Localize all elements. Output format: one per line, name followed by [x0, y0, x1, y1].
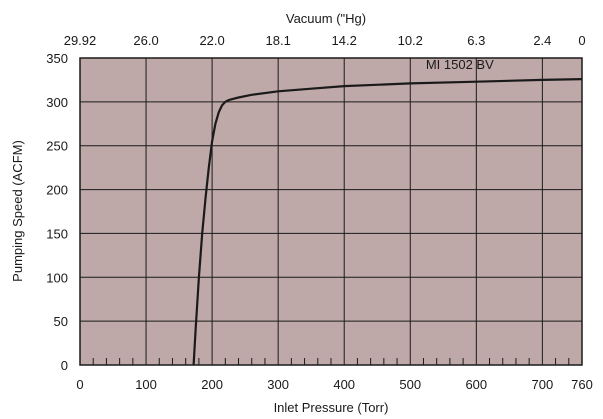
top-tick-label: 2.4: [533, 33, 551, 48]
top-axis-title: Vacuum ("Hg): [286, 11, 366, 26]
y-tick-label: 150: [46, 226, 68, 241]
x-axis: 0 100 200 300 400 500 600 700 760: [76, 377, 592, 392]
x-tick-label: 200: [201, 377, 223, 392]
x-tick-label: 700: [532, 377, 554, 392]
plot-area: [79, 57, 583, 366]
top-tick-label: 22.0: [199, 33, 224, 48]
y-tick-label: 350: [46, 51, 68, 66]
series-line: [192, 78, 583, 366]
y-tick-label: 100: [46, 270, 68, 285]
y-tick-label: 0: [61, 358, 68, 373]
y-tick-label: 50: [54, 314, 68, 329]
top-tick-label: 0: [578, 33, 585, 48]
x-tick-label: 400: [333, 377, 355, 392]
x-tick-label: 300: [267, 377, 289, 392]
x-tick-label: 600: [465, 377, 487, 392]
top-tick-label: 18.1: [266, 33, 291, 48]
series-label: MI 1502 BV: [426, 57, 494, 72]
minor-ticks: [92, 358, 570, 365]
top-axis: 29.92 26.0 22.0 18.1 14.2 10.2 6.3 2.4 0: [64, 33, 586, 48]
x-tick-label: 0: [76, 377, 83, 392]
top-tick-label: 6.3: [467, 33, 485, 48]
series-layer: MI 1502 BV: [192, 57, 583, 366]
grid: [80, 58, 582, 365]
x-tick-label: 500: [399, 377, 421, 392]
y-tick-label: 250: [46, 139, 68, 154]
top-tick-label: 26.0: [133, 33, 158, 48]
x-tick-label: 760: [571, 377, 593, 392]
y-axis: 0 50 100 150 200 250 300 350: [46, 51, 68, 373]
x-tick-label: 100: [135, 377, 157, 392]
y-tick-label: 300: [46, 95, 68, 110]
top-tick-label: 14.2: [332, 33, 357, 48]
top-tick-label: 29.92: [64, 33, 97, 48]
x-axis-title: Inlet Pressure (Torr): [274, 400, 389, 415]
top-tick-label: 10.2: [398, 33, 423, 48]
y-axis-title: Pumping Speed (ACFM): [10, 140, 25, 282]
y-tick-label: 200: [46, 183, 68, 198]
